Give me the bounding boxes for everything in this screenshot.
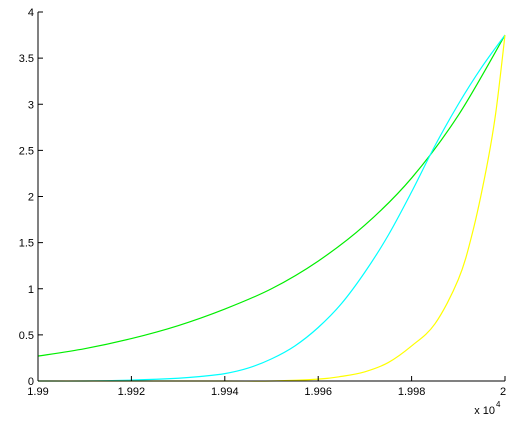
y-tick-label: 3 bbox=[28, 99, 34, 111]
y-tick-label: 0.5 bbox=[19, 330, 34, 342]
y-tick-label: 0 bbox=[28, 376, 34, 388]
y-tick-label: 2 bbox=[28, 192, 34, 204]
y-tick-label: 3.5 bbox=[19, 53, 34, 65]
x-tick-label: 1.998 bbox=[398, 386, 426, 398]
ticks-layer: 0 0.5 1 1.5 2 2.5 3 3.5 4 1.99 1.992 1.994 1.996 1.99… bbox=[19, 7, 506, 398]
x-tick-label: 1.996 bbox=[304, 386, 332, 398]
y-tick-label: 1.5 bbox=[19, 238, 34, 250]
series-layer bbox=[37, 34, 506, 382]
x-tick-label: 1.994 bbox=[211, 386, 239, 398]
series-line-2 bbox=[37, 34, 506, 382]
series-line-3 bbox=[38, 34, 506, 382]
y-tick-label: 1 bbox=[28, 284, 34, 296]
x-tick-label: 2 bbox=[500, 386, 506, 398]
x-tick-label: 1.99 bbox=[27, 386, 48, 398]
series-line-1 bbox=[37, 34, 506, 357]
axes-layer bbox=[37, 12, 505, 382]
x-tick-label: 1.992 bbox=[118, 386, 146, 398]
x-axis-exponent-label: 4 bbox=[496, 400, 501, 409]
y-tick-label: 2.5 bbox=[19, 145, 34, 157]
y-tick-label: 4 bbox=[28, 7, 34, 19]
x-axis-multiplier-label: x 10 bbox=[474, 405, 495, 417]
